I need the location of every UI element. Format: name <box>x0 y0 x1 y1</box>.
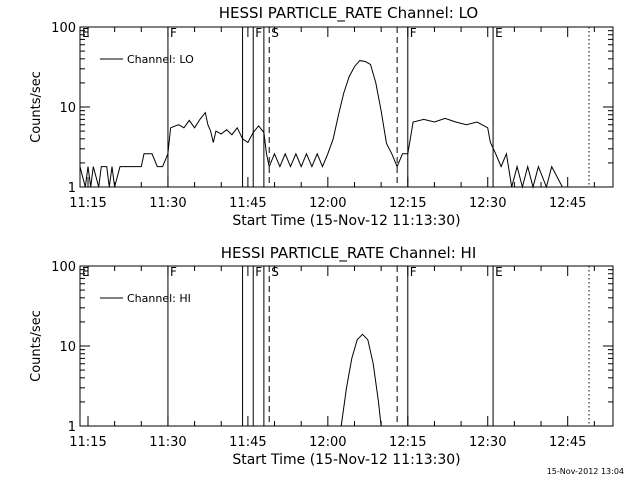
chart-title: HESSI PARTICLE_RATE Channel: HI <box>221 244 477 263</box>
x-tick-label: 12:45 <box>549 435 586 450</box>
marker-label: E <box>82 26 90 40</box>
y-tick-label: 100 <box>51 21 76 36</box>
x-tick-label: 12:00 <box>309 196 346 211</box>
x-tick-label: 12:45 <box>549 196 586 211</box>
footer-timestamp: 15-Nov-2012 13:04 <box>547 467 624 476</box>
marker-label: F <box>255 265 262 279</box>
x-tick-label: 11:45 <box>229 196 266 211</box>
x-tick-label: 11:15 <box>69 196 106 211</box>
panel-lo: HESSI PARTICLE_RATE Channel: LO 1 10 100 11:… <box>29 4 614 229</box>
marker-label: S <box>271 26 279 40</box>
y-tick-label: 100 <box>51 260 76 275</box>
marker-label: F <box>170 26 177 40</box>
x-tick-label: 11:30 <box>149 435 186 450</box>
y-tick-label: 10 <box>59 101 76 116</box>
x-tick-label: 11:45 <box>229 435 266 450</box>
marker-label: F <box>410 265 417 279</box>
x-tick-label: 12:30 <box>469 435 506 450</box>
marker-label: E <box>495 265 503 279</box>
panel-hi: HESSI PARTICLE_RATE Channel: HI 1 10 100 11:… <box>29 244 614 468</box>
x-tick-label: 12:15 <box>389 435 426 450</box>
marker-label: F <box>170 265 177 279</box>
marker-label: E <box>495 26 503 40</box>
plot-frame <box>79 265 614 427</box>
legend-label: Channel: HI <box>127 292 191 305</box>
chart-title: HESSI PARTICLE_RATE Channel: LO <box>219 4 478 23</box>
plot-frame <box>79 26 614 188</box>
marker-label: E <box>82 265 90 279</box>
y-axis-label: Counts/sec <box>29 71 44 143</box>
y-tick-label: 10 <box>59 340 76 355</box>
series-line-lo <box>79 60 579 189</box>
x-axis-label: Start Time (15-Nov-12 11:13:30) <box>232 213 460 229</box>
y-tick-label: 1 <box>68 181 76 196</box>
legend-label: Channel: LO <box>127 53 194 66</box>
y-axis-label: Counts/sec <box>29 310 44 382</box>
series-line-hi <box>340 333 382 427</box>
x-tick-label: 12:15 <box>389 196 426 211</box>
x-tick-label: 12:30 <box>469 196 506 211</box>
y-tick-label: 1 <box>68 420 76 435</box>
x-tick-label: 12:00 <box>309 435 346 450</box>
marker-label: F <box>410 26 417 40</box>
marker-label: F <box>255 26 262 40</box>
x-tick-label: 11:15 <box>69 435 106 450</box>
x-tick-label: 11:30 <box>149 196 186 211</box>
x-axis-label: Start Time (15-Nov-12 11:13:30) <box>232 452 460 468</box>
marker-label: S <box>271 265 279 279</box>
